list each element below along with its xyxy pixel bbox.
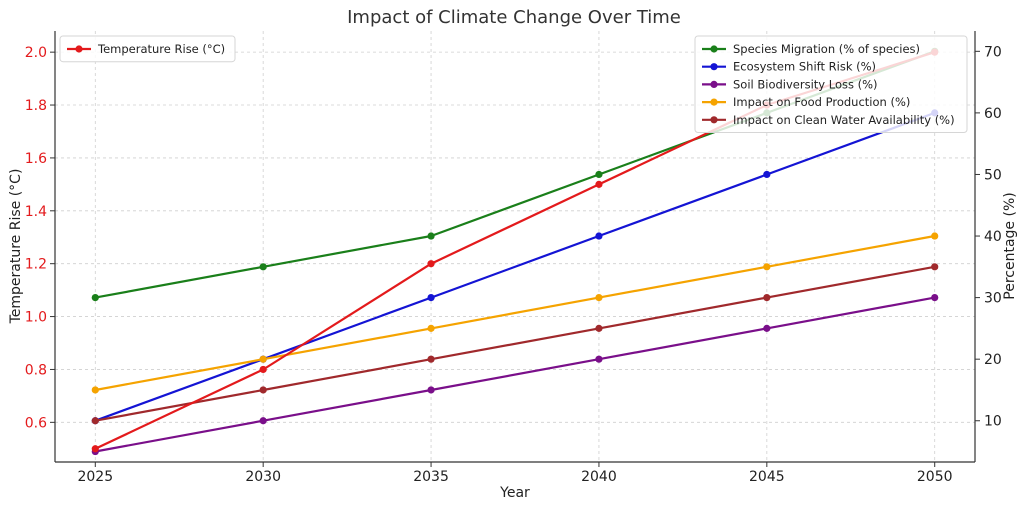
x-tick-label: 2050 <box>917 469 953 485</box>
legend-label: Ecosystem Shift Risk (%) <box>733 60 876 74</box>
y-right-tick-label: 50 <box>984 167 1002 183</box>
data-point-right-2 <box>763 324 771 332</box>
data-point-right-1 <box>427 294 435 302</box>
data-point-right-3 <box>595 294 603 302</box>
series-right-4 <box>91 263 939 425</box>
series-line-right-3 <box>95 234 935 392</box>
data-point-right-4 <box>91 417 99 425</box>
y-left-tick-label: 1.0 <box>25 310 47 326</box>
legend-right: Species Migration (% of species) Ecosyste… <box>694 35 968 133</box>
data-point-right-2 <box>427 386 435 394</box>
legend-item: Ecosystem Shift Risk (%) <box>702 60 876 74</box>
data-point-left-0 <box>427 260 435 268</box>
y-axis-left-title: Temperature Rise (°C) <box>8 169 24 325</box>
legend-label: Soil Biodiversity Loss (%) <box>733 77 878 91</box>
y-axis-right-title: Percentage (%) <box>1002 192 1018 299</box>
y-right-tick-label: 60 <box>984 106 1002 122</box>
data-point-right-4 <box>259 386 267 394</box>
legend-swatch-marker <box>710 98 718 106</box>
legend-item: Temperature Rise (°C) <box>67 42 225 56</box>
legend-box <box>694 35 968 133</box>
data-point-right-2 <box>931 294 939 302</box>
data-point-right-4 <box>931 263 939 271</box>
data-point-right-3 <box>763 263 771 271</box>
data-point-right-4 <box>595 324 603 332</box>
legend-swatch-marker <box>710 80 718 88</box>
y-left-tick-label: 0.8 <box>25 362 47 378</box>
x-tick-label: 2040 <box>581 469 617 485</box>
data-point-right-0 <box>91 294 99 302</box>
series-right-3 <box>91 232 939 394</box>
series-line-right-1 <box>94 111 936 422</box>
data-point-left-0 <box>91 445 99 453</box>
legend-item: Species Migration (% of species) <box>702 42 920 56</box>
data-point-left-0 <box>259 365 267 374</box>
x-tick-label: 2030 <box>245 469 281 485</box>
legend-box <box>59 35 236 63</box>
legend-label: Species Migration (% of species) <box>733 42 920 56</box>
ticks: 2025 2030 2035 2040 2045 20500.60.81.01.21.41… <box>25 44 1002 485</box>
data-point-right-2 <box>259 417 267 425</box>
y-right-tick-label: 10 <box>984 414 1002 430</box>
y-left-tick-label: 2.0 <box>25 45 47 61</box>
series-line-right-2 <box>95 296 935 453</box>
y-right-tick-label: 30 <box>984 291 1002 307</box>
legend-label: Impact on Clean Water Availability (%) <box>733 113 955 127</box>
x-tick-label: 2045 <box>749 469 785 485</box>
legend-label: Temperature Rise (°C) <box>97 42 225 56</box>
y-right-tick-label: 70 <box>984 44 1002 60</box>
data-point-right-4 <box>763 294 771 302</box>
data-point-left-0 <box>595 180 603 188</box>
chart-title: Impact of Climate Change Over Time <box>347 7 681 28</box>
data-point-right-3 <box>427 324 435 332</box>
legend-swatch-marker <box>710 63 718 71</box>
x-tick-label: 2025 <box>77 469 113 485</box>
data-point-right-1 <box>595 232 603 240</box>
y-right-tick-label: 40 <box>984 229 1002 245</box>
data-point-right-2 <box>595 355 603 363</box>
y-left-tick-label: 0.6 <box>25 415 47 431</box>
y-left-tick-label: 1.6 <box>25 151 47 167</box>
legend-swatch-marker <box>710 45 718 53</box>
legend-left: Temperature Rise (°C) <box>59 35 236 63</box>
y-left-tick-label: 1.8 <box>25 98 47 114</box>
legend-item: Impact on Clean Water Availability (%) <box>702 113 955 127</box>
legend-swatch-marker <box>75 45 83 53</box>
x-tick-label: 2035 <box>413 469 449 485</box>
data-point-right-3 <box>931 232 939 240</box>
data-point-right-0 <box>427 232 435 240</box>
series-line-right-4 <box>95 265 935 422</box>
legend-item: Impact on Food Production (%) <box>702 95 910 109</box>
series-right-1 <box>91 109 939 425</box>
axes <box>54 31 976 463</box>
data-point-right-3 <box>91 386 99 394</box>
y-left-tick-label: 1.2 <box>25 257 47 273</box>
y-right-tick-label: 20 <box>984 352 1002 368</box>
y-left-tick-label: 1.4 <box>25 204 47 220</box>
legend-item: Soil Biodiversity Loss (%) <box>702 77 878 91</box>
data-point-right-3 <box>259 355 267 363</box>
data-point-right-0 <box>259 263 267 271</box>
data-point-right-4 <box>427 355 435 363</box>
legend-label: Impact on Food Production (%) <box>733 95 910 109</box>
x-axis-title: Year <box>499 485 530 501</box>
legend-swatch-marker <box>710 116 718 124</box>
data-point-right-1 <box>763 170 771 179</box>
data-point-right-0 <box>595 170 603 179</box>
